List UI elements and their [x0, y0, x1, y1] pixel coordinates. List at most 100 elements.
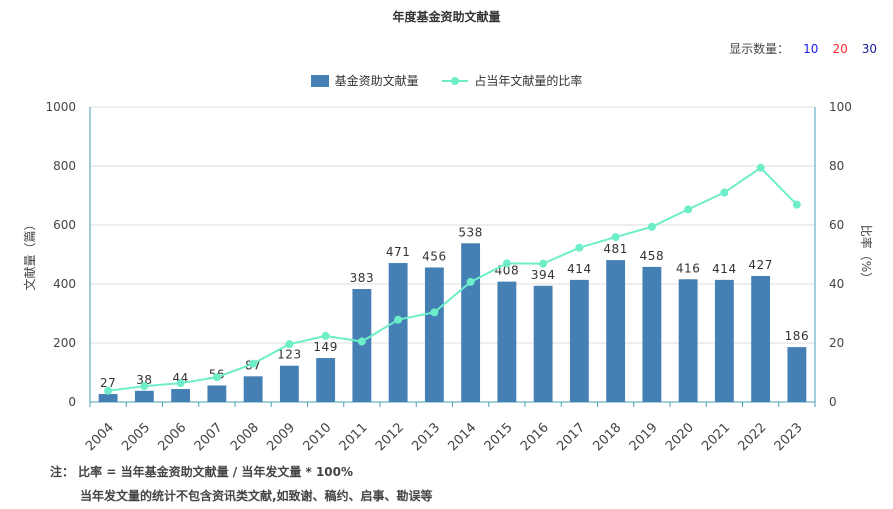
ratio-point [575, 243, 584, 252]
display-count-label: 显示数量： [729, 42, 790, 56]
x-tick-label: 2018 [590, 420, 624, 454]
ratio-point [502, 259, 511, 268]
y-tick-label: 1000 [45, 100, 76, 114]
legend-line-label: 占当年文献量的比率 [474, 74, 583, 88]
bar [279, 365, 299, 402]
y-tick-label: 400 [53, 277, 76, 291]
chart-title: 年度基金资助文献量 [392, 10, 501, 24]
y2-tick-label: 100 [829, 100, 852, 114]
y2-tick-label: 80 [829, 159, 844, 173]
x-tick-label: 2007 [192, 420, 226, 454]
bar-value-label: 414 [712, 262, 736, 276]
bar [751, 276, 771, 402]
legend-line-swatch [442, 75, 469, 87]
footnote-exclusion: 当年发文量的统计不包含资讯类文献,如致谢、稿约、启事、勘误等 [80, 489, 433, 503]
bar-value-label: 186 [785, 329, 809, 343]
bar [316, 358, 336, 402]
bar-value-label: 538 [458, 225, 482, 239]
ratio-point [104, 386, 113, 395]
x-tick-label: 2008 [228, 420, 262, 454]
bar [678, 279, 698, 402]
bar-value-label: 416 [676, 261, 700, 275]
ratio-line [107, 166, 798, 392]
bar [424, 267, 444, 402]
display-option-30[interactable]: 30 [861, 42, 877, 56]
bar [207, 385, 227, 402]
y2-tick-label: 60 [829, 218, 844, 232]
x-tick-label: 2020 [663, 420, 697, 454]
ratio-point [212, 373, 221, 382]
bar [243, 376, 263, 402]
y2-tick-label: 0 [829, 395, 837, 409]
ratio-point [357, 337, 366, 346]
x-tick-label: 2006 [155, 420, 189, 454]
bar [171, 389, 191, 402]
bar-value-label: 427 [748, 258, 772, 272]
y2-axis-title: 比率（%） [859, 225, 874, 284]
ratio-point [611, 233, 620, 242]
x-tick-label: 2005 [119, 420, 153, 454]
bar [714, 279, 734, 402]
x-tick-label: 2023 [772, 420, 806, 454]
display-option-20[interactable]: 20 [832, 42, 848, 56]
y2-tick-label: 40 [829, 277, 844, 291]
ratio-point [394, 315, 403, 324]
x-tick-label: 2011 [337, 420, 371, 454]
bar-value-label: 414 [567, 262, 591, 276]
bar-value-label: 394 [531, 268, 555, 282]
chart-legend: 基金资助文献量 占当年文献量的比率 [0, 72, 893, 90]
x-tick-label: 2017 [554, 420, 588, 454]
footnote-ratio: 注： 比率 = 当年基金资助文献量 / 当年发文量 * 100% [50, 465, 354, 479]
bar-value-label: 27 [100, 376, 116, 390]
ratio-point [684, 205, 693, 214]
bar-value-label: 383 [350, 271, 374, 285]
y-tick-label: 800 [53, 159, 76, 173]
ratio-point [140, 382, 149, 391]
bar-value-label: 123 [277, 348, 301, 362]
bar [98, 394, 118, 402]
x-tick-label: 2019 [627, 420, 661, 454]
ratio-point [249, 359, 258, 368]
bar [787, 347, 807, 402]
bar-value-label: 149 [313, 340, 337, 354]
x-tick-label: 2022 [735, 420, 769, 454]
y-axis-title: 文献量（篇） [22, 218, 37, 290]
ratio-point [539, 259, 548, 268]
x-tick-label: 2015 [482, 420, 516, 454]
bar [497, 281, 517, 402]
ratio-point [430, 308, 439, 317]
bar-value-label: 458 [640, 249, 664, 263]
bar [461, 243, 481, 402]
bar-value-label: 456 [422, 249, 446, 263]
legend-item-bar[interactable]: 基金资助文献量 [310, 72, 419, 89]
ratio-point [466, 277, 475, 286]
ratio-point [792, 200, 801, 209]
x-tick-label: 2014 [445, 420, 479, 454]
y-tick-label: 0 [68, 395, 76, 409]
y-tick-label: 600 [53, 218, 76, 232]
ratio-point [321, 331, 330, 340]
legend-bar-swatch [310, 74, 329, 87]
y-tick-label: 200 [53, 336, 76, 350]
bar-value-label: 481 [603, 242, 627, 256]
x-tick-label: 2009 [264, 420, 298, 454]
legend-bar-label: 基金资助文献量 [334, 74, 419, 88]
bar [533, 285, 553, 402]
bar [569, 279, 589, 402]
x-tick-label: 2004 [83, 420, 117, 454]
bar [606, 260, 626, 402]
legend-item-line[interactable]: 占当年文献量的比率 [442, 72, 582, 89]
x-tick-label: 2012 [373, 420, 407, 454]
x-tick-label: 2013 [409, 420, 443, 454]
ratio-point [720, 188, 729, 197]
ratio-point [647, 222, 656, 231]
bar [388, 263, 408, 402]
ratio-point [285, 340, 294, 349]
bar-value-label: 38 [136, 373, 152, 387]
display-option-10[interactable]: 10 [803, 42, 819, 56]
bar-value-label: 471 [386, 245, 410, 259]
y2-tick-label: 20 [829, 336, 844, 350]
x-tick-label: 2021 [699, 420, 733, 454]
x-tick-label: 2010 [300, 420, 334, 454]
